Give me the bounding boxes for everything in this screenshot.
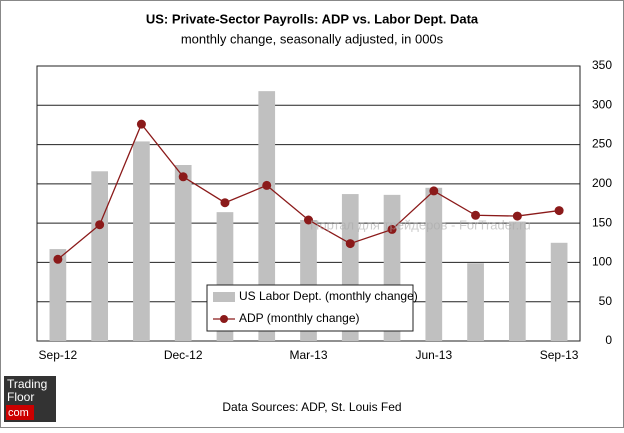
bar <box>508 221 526 341</box>
bar <box>49 249 67 341</box>
marker <box>178 172 188 182</box>
bar <box>91 171 109 341</box>
marker <box>220 198 230 208</box>
y-tick-label: 300 <box>592 97 612 111</box>
logo-text: com <box>8 407 29 419</box>
watermark: Портал для трейдеров - ForTrader.ru <box>310 217 531 232</box>
logo-text: Floor <box>7 390 34 404</box>
marker <box>136 119 146 129</box>
marker <box>304 215 313 225</box>
marker <box>53 254 63 264</box>
legend-swatch <box>213 292 235 302</box>
y-tick-label: 250 <box>592 137 612 151</box>
x-tick-label: Sep-12 <box>39 348 78 362</box>
marker <box>471 210 481 220</box>
x-tick-label: Jun-13 <box>415 348 452 362</box>
logo-text: Trading <box>7 377 47 391</box>
chart-title: US: Private-Sector Payrolls: ADP vs. Lab… <box>146 11 479 26</box>
logo: Trading Floor com <box>4 376 56 422</box>
x-tick-label: Mar-13 <box>289 348 327 362</box>
bar <box>258 91 276 342</box>
legend-label: US Labor Dept. (monthly change) <box>239 289 418 303</box>
bar <box>550 242 568 341</box>
legend-swatch <box>220 315 228 323</box>
marker <box>387 224 397 234</box>
bar <box>467 263 484 341</box>
legend-box <box>206 284 414 332</box>
y-tick-label: 200 <box>592 176 612 190</box>
marker <box>512 211 522 221</box>
y-tick-label: 150 <box>592 215 612 229</box>
y-tick-label: 0 <box>605 333 612 347</box>
marker <box>554 206 564 216</box>
legend-label: ADP (monthly change) <box>239 311 360 325</box>
logo-red <box>6 405 34 420</box>
chart-subtitle: monthly change, seasonally adjusted, in … <box>181 31 444 46</box>
marker <box>429 186 439 196</box>
marker <box>262 180 272 190</box>
source: Data Sources: ADP, St. Louis Fed <box>222 400 401 414</box>
bar <box>174 165 192 341</box>
y-tick-label: 50 <box>599 294 613 308</box>
y-tick-label: 100 <box>592 255 612 269</box>
y-tick-label: 350 <box>592 58 612 72</box>
bar <box>133 141 150 341</box>
bar <box>425 187 443 341</box>
x-tick-label: Sep-13 <box>540 348 579 362</box>
marker <box>345 239 355 249</box>
marker <box>95 220 105 230</box>
x-tick-label: Dec-12 <box>164 348 203 362</box>
